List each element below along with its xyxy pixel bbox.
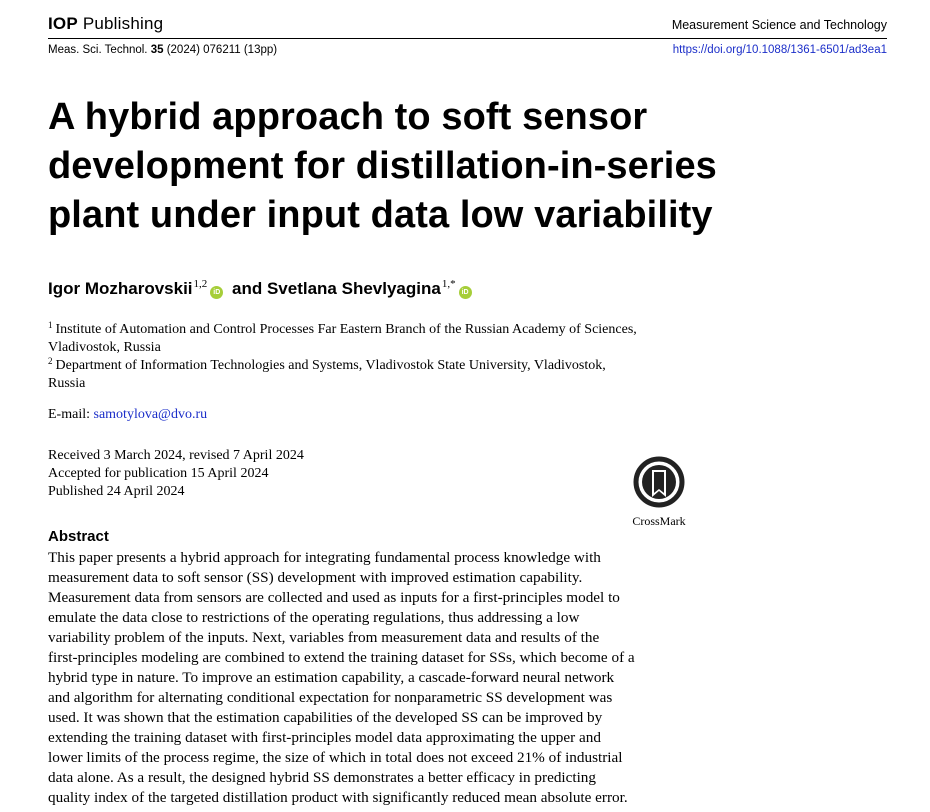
abstract-line: extending the training dataset with firs… — [48, 729, 601, 746]
author-name: Svetlana Shevlyagina — [266, 279, 441, 298]
abstract-line: measurement data to soft sensor (SS) dev… — [48, 569, 583, 586]
author-affiliation-marker: 1,* — [441, 278, 456, 290]
accepted-date: Accepted for publication 15 April 2024 — [48, 466, 269, 481]
author-name: Igor Mozharovskii — [48, 279, 193, 298]
abstract-heading: Abstract — [48, 528, 109, 545]
title-line: A hybrid approach to soft sensor — [48, 96, 648, 138]
publisher-bold: IOP — [48, 14, 78, 33]
affiliation-line: 2 Department of Information Technologies … — [48, 352, 698, 375]
email-link[interactable]: samotylova@dvo.ru — [93, 407, 208, 422]
abstract-line: first-principles modeling are combined t… — [48, 649, 635, 666]
title-line: development for distillation-in-series — [48, 145, 717, 187]
title-line: plant under input data low variability — [48, 194, 713, 236]
abstract-line: hybrid type in nature. To improve an est… — [48, 669, 615, 686]
crossmark-badge[interactable]: CrossMark — [627, 456, 691, 529]
citation-suffix: (2024) 076211 (13pp) — [163, 44, 278, 56]
abstract-line: data alone. As a result, the designed hy… — [48, 769, 596, 786]
crossmark-label: CrossMark — [632, 514, 686, 528]
journal-name: Measurement Science and Technology — [671, 18, 887, 32]
orcid-icon[interactable]: iD — [210, 286, 224, 299]
affiliation-line: Vladivostok, Russia — [48, 340, 161, 355]
abstract-line: This paper presents a hybrid approach fo… — [48, 549, 601, 566]
email-line: E-mail: samotylova@dvo.ru — [48, 407, 207, 423]
abstract-line: lower limits of the process regime, the … — [48, 749, 623, 766]
crossmark-icon — [633, 456, 685, 508]
published-date: Published 24 April 2024 — [48, 484, 185, 499]
affiliation: 2 Department of Information Technologies … — [48, 352, 698, 393]
affiliation-text: Department of Information Technologies a… — [55, 358, 606, 373]
author-affiliation-marker: 1,2 — [193, 278, 208, 290]
affiliation-line: Russia — [48, 376, 86, 391]
abstract-line: used. It was shown that the estimation c… — [48, 709, 603, 726]
abstract-line: Measurement data from sensors are collec… — [48, 589, 620, 606]
citation-volume: 35 — [150, 44, 164, 56]
received-date: Received 3 March 2024, revised 7 April 2… — [48, 448, 304, 463]
publisher-logo: IOP Publishing — [48, 14, 163, 34]
abstract-line: emulate the data close to restrictions o… — [48, 609, 580, 626]
abstract-line: and algorithm for alternating conditiona… — [48, 689, 613, 706]
abstract-body: This paper presents a hybrid approach fo… — [48, 548, 693, 808]
affiliation-number: 1 — [48, 320, 53, 330]
author-list: Igor Mozharovskii1,2iD and Svetlana Shev… — [48, 278, 476, 299]
citation: Meas. Sci. Technol. 35 (2024) 076211 (13… — [48, 44, 277, 56]
paper-title: A hybrid approach to soft sensor develop… — [48, 93, 808, 240]
orcid-icon[interactable]: iD — [458, 286, 472, 299]
affiliation-number: 2 — [48, 356, 53, 366]
affiliation-line: 1 Institute of Automation and Control Pro… — [48, 316, 698, 339]
email-label: E-mail: — [48, 407, 94, 422]
citation-prefix: Meas. Sci. Technol. — [48, 44, 151, 56]
affiliation-text: Institute of Automation and Control Proc… — [55, 322, 637, 337]
doi-link[interactable]: https://doi.org/10.1088/1361-6501/ad3ea1 — [672, 44, 887, 56]
abstract-line: quality index of the targeted distillati… — [48, 789, 628, 806]
header-divider — [48, 38, 887, 39]
abstract-line: variability problem of the inputs. Next,… — [48, 629, 600, 646]
affiliation: 1 Institute of Automation and Control Pro… — [48, 316, 698, 357]
publisher-rest: Publishing — [77, 14, 164, 33]
author-separator: and — [227, 279, 267, 298]
